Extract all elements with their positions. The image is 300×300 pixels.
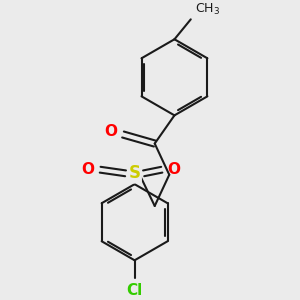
Text: O: O: [82, 162, 95, 177]
Text: O: O: [167, 162, 180, 177]
Text: O: O: [105, 124, 118, 139]
Text: Cl: Cl: [127, 283, 143, 298]
Text: CH$_3$: CH$_3$: [195, 2, 220, 16]
Text: S: S: [129, 164, 141, 182]
